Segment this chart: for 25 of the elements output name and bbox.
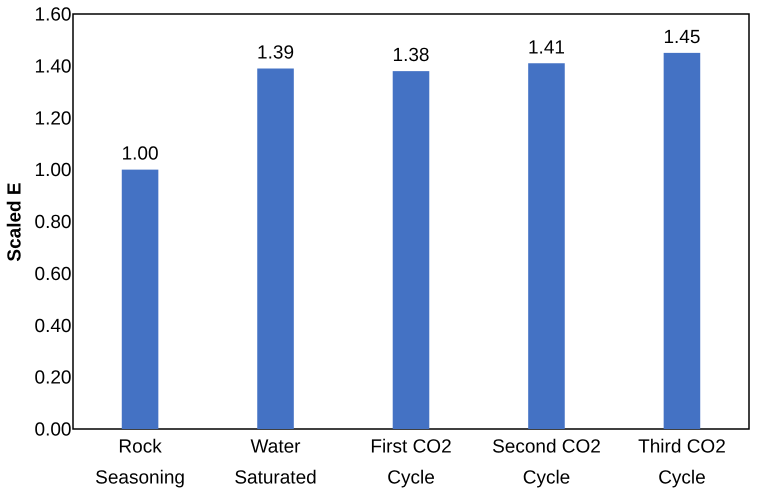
x-tick-label: Second CO2 Cycle [492,436,601,488]
x-tick-label: Water Saturated [234,436,317,488]
y-tick-label: 0.60 [34,264,72,285]
y-tick-label: 1.20 [34,108,72,130]
y-tick-label: 1.00 [34,160,72,182]
bar [122,170,158,429]
y-tick-label: 0.80 [34,212,72,233]
data-label: 1.39 [257,42,294,64]
y-tick-label: 1.40 [34,56,72,78]
x-tick-label: First CO2 Cycle [370,436,452,488]
x-tick-label: Rock Seasoning [95,436,185,488]
x-tick-label: Third CO2 Cycle [638,436,726,488]
bar [257,68,294,429]
y-tick-label: 1.60 [34,4,72,26]
y-tick-label: 0.00 [34,420,72,440]
data-label: 1.45 [663,26,700,48]
y-axis-title: Scaled E [4,182,26,262]
y-tick-label: 0.40 [34,316,72,337]
data-label: 1.38 [392,45,430,66]
bar [664,52,700,429]
bar [528,63,565,429]
y-tick-label: 0.20 [34,368,72,389]
data-label: 1.41 [528,37,565,58]
bar [392,71,430,429]
data-label: 1.00 [122,144,159,165]
